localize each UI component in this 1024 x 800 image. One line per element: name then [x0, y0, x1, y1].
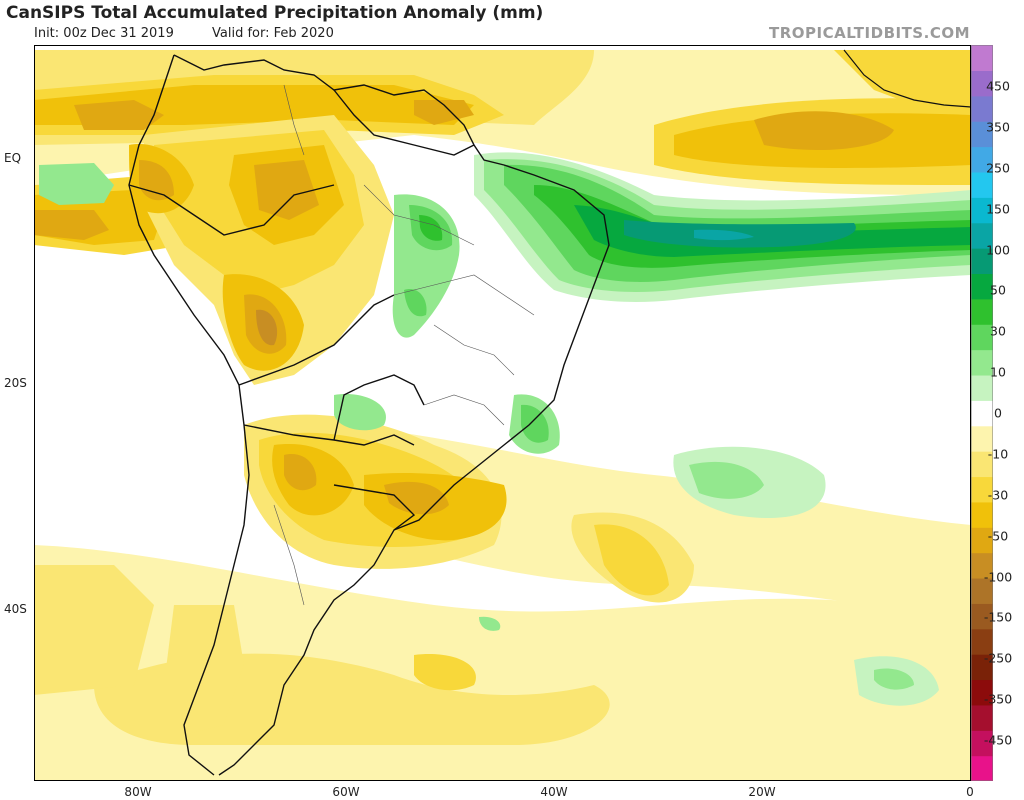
colorbar-swatch	[971, 425, 993, 452]
colorbar-swatch	[971, 45, 993, 71]
wet-band-itcz	[474, 152, 971, 302]
colorbar-swatch	[971, 577, 993, 604]
colorbar-swatch	[971, 324, 993, 351]
paraguay-wet-spot	[334, 394, 386, 431]
africa-dry-area	[834, 50, 971, 110]
sw-dry-area	[34, 565, 154, 695]
colorbar-label: 150	[986, 201, 1010, 217]
colorbar-swatch	[971, 476, 993, 503]
colorbar-label: 50	[990, 282, 1006, 298]
colorbar-label: -150	[983, 609, 1013, 625]
colorbar-label: -100	[983, 569, 1013, 584]
colorbar-swatch	[971, 527, 993, 554]
colorbar-swatch	[971, 273, 993, 300]
colorbar-label: -10	[987, 446, 1009, 462]
colorbar-swatch	[971, 171, 993, 198]
colorbar-swatch	[971, 400, 993, 427]
colorbar-swatch	[971, 501, 993, 528]
colorbar-swatch	[971, 628, 993, 655]
north-dry-belt	[34, 50, 971, 195]
brand-watermark: TROPICALTIDBITS.COM	[769, 24, 970, 42]
pacific-dry-center	[34, 210, 109, 240]
brazil-wet-center	[419, 215, 443, 241]
valid-time: Valid for: Feb 2020	[212, 26, 334, 41]
colorbar-swatch	[971, 679, 993, 706]
internal-borders	[273, 84, 535, 606]
far-south-wet-core	[874, 668, 914, 690]
colorbar-swatch	[971, 451, 993, 478]
lon-label-80w: 80W	[124, 785, 152, 799]
lon-label-20w: 20W	[748, 785, 776, 799]
colorbar-swatch	[971, 349, 993, 376]
colorbar-swatch	[971, 70, 993, 97]
atlantic-midlat-light	[334, 425, 971, 620]
colorbar-label: 10	[990, 364, 1006, 380]
brazil-wet-spot	[404, 289, 427, 317]
colorbar	[971, 45, 993, 781]
map-title: CanSIPS Total Accumulated Precipitation …	[6, 3, 544, 23]
colorbar-label: -450	[983, 732, 1013, 748]
colorbar-label: 0	[994, 405, 1002, 421]
colorbar-swatch	[971, 298, 993, 325]
colorbar-swatch	[971, 222, 993, 249]
continent-outline	[128, 54, 610, 776]
lon-label-0: 0	[966, 785, 974, 799]
colorbar-label: -350	[983, 691, 1013, 707]
colorbar-label: 450	[986, 78, 1010, 94]
atlantic-dry-core	[594, 524, 669, 596]
colorbar-swatch	[971, 654, 993, 681]
small-wet-spot	[479, 616, 501, 631]
colorbar-swatch	[971, 552, 993, 579]
africa-coastline	[843, 49, 971, 108]
colorbar-label: 100	[986, 242, 1010, 257]
precip-anomaly-map	[34, 45, 971, 781]
atlantic-wet-core	[689, 461, 764, 499]
map-frame	[34, 45, 971, 781]
lon-label-60w: 60W	[332, 785, 360, 799]
colorbar-swatch	[971, 146, 993, 173]
colorbar-swatch	[971, 755, 993, 781]
south-dry-spot	[414, 654, 476, 691]
lat-label-eq: EQ	[4, 151, 22, 165]
colorbar-swatch	[971, 603, 993, 630]
colorbar-frame	[971, 45, 993, 781]
colorbar-swatch	[971, 730, 993, 757]
colorbar-swatch	[971, 248, 993, 275]
lat-label-20s: 20S	[4, 376, 27, 390]
colorbar-label: -50	[987, 528, 1009, 544]
colorbar-swatch	[971, 95, 993, 122]
colorbar-swatch	[971, 374, 993, 401]
pacific-wet-blob	[39, 163, 114, 205]
lat-label-40s: 40S	[4, 602, 27, 616]
colorbar-label: 30	[990, 323, 1006, 339]
continent-anomaly	[129, 115, 507, 735]
colorbar-label: -250	[983, 650, 1013, 666]
colorbar-label: -30	[987, 487, 1009, 503]
colorbar-swatch	[971, 197, 993, 224]
colorbar-swatch	[971, 704, 993, 731]
colorbar-label: 250	[986, 160, 1010, 176]
init-time: Init: 00z Dec 31 2019	[34, 26, 174, 41]
colorbar-swatch	[971, 121, 993, 148]
colorbar-label: 350	[986, 119, 1010, 135]
se-brazil-wet-core	[521, 404, 549, 443]
lon-label-40w: 40W	[540, 785, 568, 799]
